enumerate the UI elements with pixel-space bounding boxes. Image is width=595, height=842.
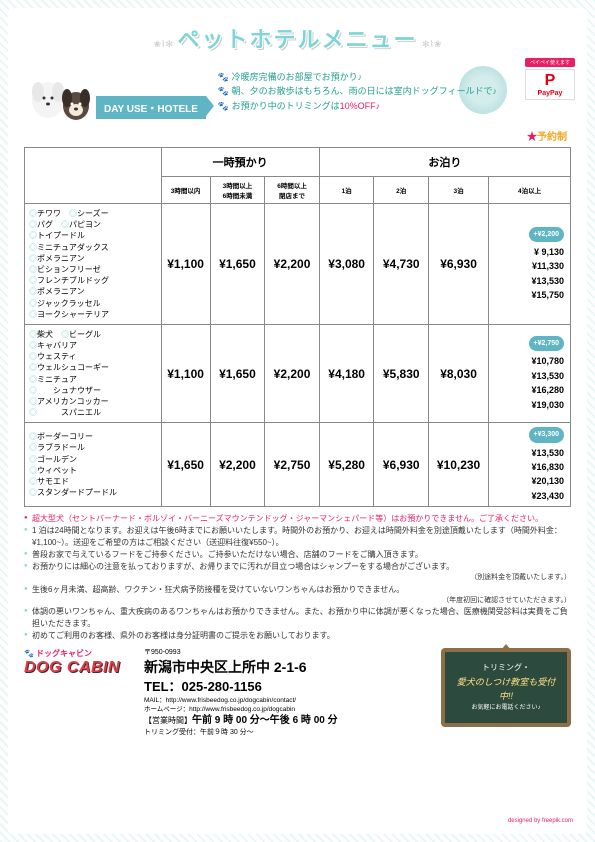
reception: トリミング受付：午前９時 30 分～ <box>144 728 431 738</box>
head-blank <box>25 148 162 204</box>
price-cell: ¥5,280 <box>319 423 374 507</box>
homepage: ホームページ：http://www.frisbeedog.co.jp/dogca… <box>144 705 431 714</box>
address-box: 〒950-0993 新潟市中央区上所中 2-1-6 TEL：025-280-11… <box>144 648 431 738</box>
head-temp: 一時預かり <box>161 148 319 177</box>
page-background: ❀⌇✻ ペットホテルメニュー ✻⌇❀ ペイペイ使えます P PayPay DAY… <box>0 0 595 842</box>
mail: MAIL：http://www.frisbeedog.co.jp/dogcabi… <box>144 696 431 705</box>
ribbon-label: DAY USE・HOTELE <box>96 96 206 119</box>
breed-cell: ◎柴犬 ◎ビーグル◎キャバリア◎ウェスティ◎ウェルシュコーギー◎ミニチュア◎ シ… <box>25 324 162 423</box>
paw-icon: 🐾 <box>218 72 229 82</box>
intro-line2: 朝、夕のお散歩はもちろん、雨の日には室内ドッグフィールドで♪ <box>232 86 497 96</box>
note-item: （年度初回に確認させていただきます。） <box>24 596 571 607</box>
note-item: 体調の悪いワンちゃん、重大疾病のあるワンちゃんはお預かりできません。また、お預か… <box>24 606 571 630</box>
breed-cell: ◎チワワ ◎シーズー◎パグ ◎パピヨン◎トイプードル◎ミニチュアダックス◎ポメラ… <box>25 204 162 325</box>
sub-head: 3時間以内 <box>161 177 210 204</box>
price-cell: ¥8,030 <box>429 324 489 423</box>
title-area: ❀⌇✻ ペットホテルメニュー ✻⌇❀ <box>24 22 571 54</box>
sub-head: 3泊 <box>429 177 489 204</box>
note-item: 超大型犬（セントバーナード・ボルゾイ・バーニーズマウンテンドッグ・ジャーマンシェ… <box>24 513 571 525</box>
note-item: 生後6ヶ月未満、超高齢、ワクチン・狂犬病予防接種を受けていないワンちゃんはお預か… <box>24 584 571 596</box>
zip: 〒950-0993 <box>144 648 431 658</box>
price-cell: ¥1,650 <box>210 324 265 423</box>
intro-line1: 冷暖房完備のお部屋でお預かり♪ <box>232 72 363 82</box>
multi-price-cell: +¥2,750¥10,780¥13,530¥16,280¥19,030 <box>489 324 571 423</box>
head-stay: お泊り <box>319 148 570 177</box>
cb-line3: お気軽にお電話ください♪ <box>453 704 559 714</box>
fee-bubble: +¥3,300 <box>529 427 565 442</box>
intro-line3a: お預かり中のトリミングは <box>232 101 340 111</box>
hours: 午前 9 時 00 分～午後 6 時 00 分 <box>192 715 338 726</box>
deco-left: ❀⌇✻ <box>154 39 173 49</box>
price-cell: ¥4,180 <box>319 324 374 423</box>
reservation-text: 予約制 <box>537 132 567 143</box>
notes-list: 超大型犬（セントバーナード・ボルゾイ・バーニーズマウンテンドッグ・ジャーマンシェ… <box>24 513 571 642</box>
price-cell: ¥1,100 <box>161 324 210 423</box>
address: 新潟市中央区上所中 2-1-6 <box>144 658 431 678</box>
reservation-note: ★予約制 <box>24 128 571 143</box>
intro-discount: 10%OFF♪ <box>340 101 381 111</box>
page-inner: ❀⌇✻ ペットホテルメニュー ✻⌇❀ ペイペイ使えます P PayPay DAY… <box>8 8 587 834</box>
price-cell: ¥4,730 <box>374 204 429 325</box>
star-icon: ★ <box>527 132 537 143</box>
dogs-illustration <box>24 62 104 122</box>
logo-jp: 🐾ドッグキャビン <box>24 648 134 659</box>
price-table: 一時預かり お泊り 3時間以内3時間以上6時間未満6時間以上閉店まで1泊2泊3泊… <box>24 147 571 507</box>
cb-line2: 愛犬のしつけ教室も受付中!! <box>453 675 559 704</box>
note-item: 普段お家で与えているフードをご持参ください。ご持参いただけない場合、店舗のフード… <box>24 549 571 561</box>
page-title: ペットホテルメニュー <box>177 27 417 52</box>
price-cell: ¥1,650 <box>161 423 210 507</box>
footer: 🐾ドッグキャビン DOG CABIN 〒950-0993 新潟市中央区上所中 2… <box>24 648 571 738</box>
note-item: 1 泊は24時間となります。お迎えは午後6時までにお願いいたします。時間外のお預… <box>24 525 571 549</box>
sub-head: 1泊 <box>319 177 374 204</box>
fee-bubble: +¥2,200 <box>529 227 565 242</box>
price-cell: ¥2,200 <box>265 324 320 423</box>
price-cell: ¥6,930 <box>374 423 429 507</box>
table-head: 一時預かり お泊り 3時間以内3時間以上6時間未満6時間以上閉店まで1泊2泊3泊… <box>25 148 571 204</box>
cb-line1: トリミング・ <box>453 662 559 675</box>
multi-price-cell: +¥3,300¥13,530¥16,830¥20,130¥23,430 <box>489 423 571 507</box>
price-cell: ¥2,200 <box>210 423 265 507</box>
header-row: DAY USE・HOTELE 🐾 冷暖房完備のお部屋でお預かり♪ 🐾 朝、夕のお… <box>24 62 571 122</box>
price-cell: ¥1,100 <box>161 204 210 325</box>
sub-head: 2泊 <box>374 177 429 204</box>
price-cell: ¥10,230 <box>429 423 489 507</box>
logo-en: DOG CABIN <box>24 659 134 677</box>
price-cell: ¥2,200 <box>265 204 320 325</box>
sub-head: 3時間以上6時間未満 <box>210 177 265 204</box>
price-cell: ¥6,930 <box>429 204 489 325</box>
price-cell: ¥1,650 <box>210 204 265 325</box>
sub-head: 6時間以上閉店まで <box>265 177 320 204</box>
price-cell: ¥2,750 <box>265 423 320 507</box>
note-item: お預かりには細心の注意を払っておりますが、お帰りまでに汚れが目立つ場合はシャンプ… <box>24 561 571 573</box>
intro-text: 🐾 冷暖房完備のお部屋でお預かり♪ 🐾 朝、夕のお散歩はもちろん、雨の日には室内… <box>206 62 571 113</box>
sub-head: 4泊以上 <box>489 177 571 204</box>
paw-icon: 🐾 <box>24 649 34 658</box>
price-cell: ¥5,830 <box>374 324 429 423</box>
note-item: （別途料金を頂戴いたします。） <box>24 573 571 584</box>
tel: TEL：025-280-1156 <box>144 678 431 696</box>
paw-icon: 🐾 <box>218 101 229 111</box>
note-item: 初めてご利用のお客様、県外のお客様は身分証明書のご提示をお願いしております。 <box>24 630 571 642</box>
paw-icon: 🐾 <box>218 86 229 96</box>
price-cell: ¥3,080 <box>319 204 374 325</box>
chalkboard: トリミング・ 愛犬のしつけ教室も受付中!! お気軽にお電話ください♪ <box>441 648 571 727</box>
designed-by: designed by freepik.com <box>508 818 573 824</box>
hours-label: 【営業時間】 <box>144 716 192 725</box>
deco-right: ✻⌇❀ <box>422 39 441 49</box>
logo-box: 🐾ドッグキャビン DOG CABIN <box>24 648 134 677</box>
breed-cell: ◎ボーダーコリー◎ラブラドール◎ゴールデン◎ウィペット◎サモエド◎スタンダードプ… <box>25 423 162 507</box>
fee-bubble: +¥2,750 <box>529 336 565 351</box>
multi-price-cell: +¥2,200¥ 9,130¥11,330¥13,530¥15,750 <box>489 204 571 325</box>
